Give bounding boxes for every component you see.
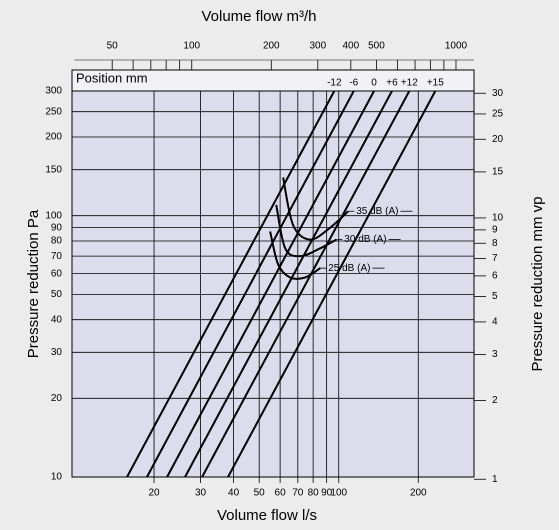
y-tick-label: 200 xyxy=(45,132,62,143)
noise-curve xyxy=(282,177,349,241)
plot-area xyxy=(71,90,475,478)
x-tick-label: 70 xyxy=(292,488,304,499)
noise-label: 35 dB (A) xyxy=(356,206,398,217)
y-tick-label: 50 xyxy=(51,289,63,300)
y2-tick-label: 1 xyxy=(492,474,498,485)
position-line xyxy=(227,90,437,478)
y2-tick-label: 20 xyxy=(492,134,504,145)
noise-curve xyxy=(269,231,321,280)
x-tick-label: 30 xyxy=(195,488,207,499)
position-line xyxy=(184,90,393,478)
y-tick-label: 90 xyxy=(51,222,63,233)
position-label: +6 xyxy=(386,78,398,89)
position-line xyxy=(126,90,336,478)
noise-curve xyxy=(275,204,337,258)
y2-tick-label: 4 xyxy=(492,317,498,328)
x-tick-label: 100 xyxy=(330,488,347,499)
y2-tick-label: 25 xyxy=(492,109,504,120)
position-label: -12 xyxy=(327,78,342,89)
y-tick-label: 300 xyxy=(45,86,62,97)
y-tick-label: 10 xyxy=(51,472,63,483)
y2-tick-label: 6 xyxy=(492,271,498,282)
x2-tick-label: 1000 xyxy=(445,41,468,52)
y-tick-label: 40 xyxy=(51,314,63,325)
y2-tick-label: 10 xyxy=(492,213,504,224)
y-tick-label: 100 xyxy=(45,210,62,221)
position-line xyxy=(201,90,411,478)
y2-tick-label: 2 xyxy=(492,395,498,406)
y-axis-title: Pressure reduction Pa xyxy=(25,209,42,358)
x-tick-label: 20 xyxy=(148,488,160,499)
noise-label: 30 dB (A) xyxy=(344,234,386,245)
x2-tick-label: 300 xyxy=(309,41,326,52)
y-tick-label: 250 xyxy=(45,106,62,117)
x2-tick-label: 50 xyxy=(107,41,119,52)
y-tick-label: 30 xyxy=(51,347,63,358)
position-label: -6 xyxy=(349,78,358,89)
x-axis-title: Volume flow l/s xyxy=(217,507,317,524)
x-tick-label: 40 xyxy=(228,488,240,499)
x2-tick-label: 400 xyxy=(342,41,359,52)
x-tick-label: 90 xyxy=(321,488,333,499)
y2-tick-label: 5 xyxy=(492,291,498,302)
y2-axis-title: Pressure reduction mm vp xyxy=(529,196,546,371)
x2-tick-label: 200 xyxy=(263,41,280,52)
y-tick-label: 80 xyxy=(51,236,63,247)
position-label: +12 xyxy=(401,78,418,89)
chart-title: Volume flow m³/h xyxy=(201,8,316,25)
x-tick-label: 80 xyxy=(308,488,320,499)
y-tick-label: 70 xyxy=(51,251,63,262)
x-tick-label: 60 xyxy=(275,488,287,499)
y-tick-label: 150 xyxy=(45,164,62,175)
position-line xyxy=(166,90,375,478)
series-label: Position mm xyxy=(76,70,148,85)
x-tick-label: 50 xyxy=(254,488,266,499)
y2-tick-label: 9 xyxy=(492,225,498,236)
y2-tick-label: 7 xyxy=(492,253,498,264)
position-label: 0 xyxy=(371,78,377,89)
noise-label: 25 dB (A) xyxy=(328,263,370,274)
y2-tick-label: 15 xyxy=(492,167,504,178)
position-line xyxy=(146,90,355,478)
x2-tick-label: 500 xyxy=(368,41,385,52)
x-tick-label: 200 xyxy=(410,488,427,499)
y-tick-label: 20 xyxy=(51,393,63,404)
y2-tick-label: 8 xyxy=(492,238,498,249)
y2-tick-label: 30 xyxy=(492,88,504,99)
y2-tick-label: 3 xyxy=(492,349,498,360)
x2-tick-label: 100 xyxy=(183,41,200,52)
position-label: +15 xyxy=(427,78,444,89)
y-tick-label: 60 xyxy=(51,268,63,279)
